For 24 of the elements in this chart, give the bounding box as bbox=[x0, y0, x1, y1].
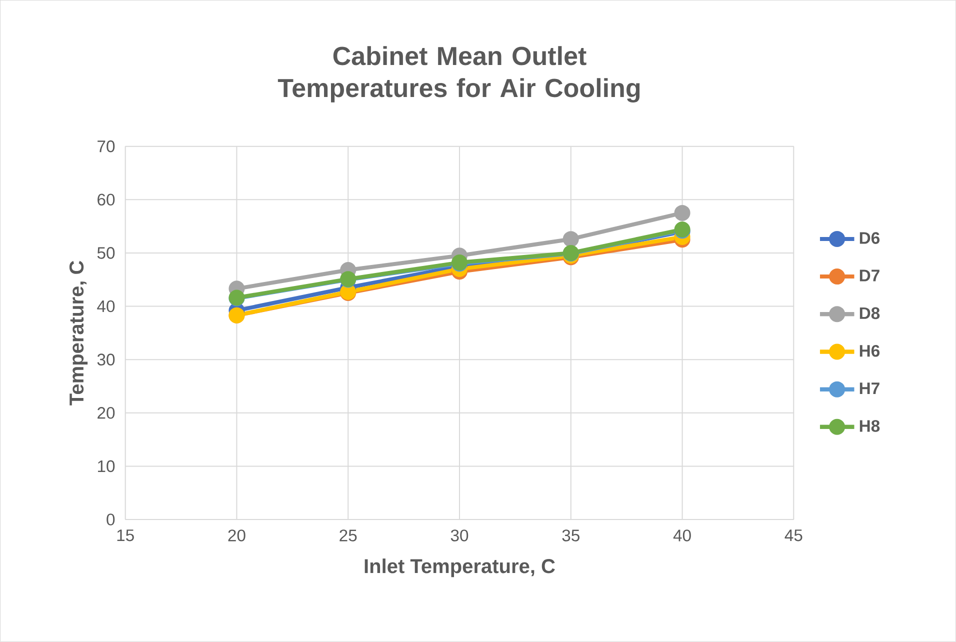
x-tick-label: 45 bbox=[784, 530, 802, 542]
y-tick-label: 30 bbox=[97, 354, 115, 366]
y-tick-label: 50 bbox=[97, 247, 115, 259]
y-tick-label: 60 bbox=[98, 194, 115, 206]
y-tick-label: 40 bbox=[97, 300, 115, 312]
legend-label: D7 bbox=[860, 270, 880, 282]
legend-label: H6 bbox=[860, 345, 880, 357]
y-axis-title: Temperature, C bbox=[69, 260, 88, 406]
legend-label: D6 bbox=[860, 232, 880, 244]
chart-title: Cabinet Mean Outlet Temperatures for Air Cooling bbox=[278, 46, 640, 103]
x-tick-label: 20 bbox=[228, 530, 246, 542]
legend-label: H7 bbox=[860, 382, 880, 394]
x-tick-label: 30 bbox=[450, 530, 468, 542]
y-tick-label: 20 bbox=[98, 407, 115, 419]
y-tick-label: 0 bbox=[106, 514, 115, 526]
x-tick-label: 40 bbox=[673, 530, 691, 542]
y-tick-label: 70 bbox=[98, 140, 115, 152]
x-tick-label: 35 bbox=[562, 530, 580, 542]
x-axis-title: Inlet Temperature, C bbox=[364, 558, 555, 578]
y-tick-label: 10 bbox=[98, 460, 115, 472]
legend-label: D8 bbox=[860, 307, 880, 320]
legend-label: H8 bbox=[860, 420, 880, 432]
x-tick-label: 25 bbox=[340, 530, 357, 542]
x-tick-label: 15 bbox=[117, 530, 134, 542]
